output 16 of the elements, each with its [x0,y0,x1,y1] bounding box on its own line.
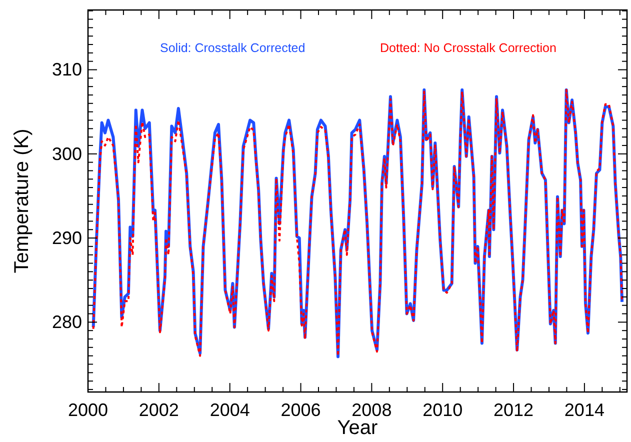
x-tick-label: 2010 [422,400,463,420]
x-tick-label: 2004 [210,400,250,420]
y-tick-label: 300 [52,144,82,164]
x-tick-label: 2002 [138,400,179,420]
y-tick-label: 310 [52,60,82,80]
x-axis-title: Year [337,417,378,439]
text: Dotted: No Crosstalk Correction [380,41,556,55]
x-tick-label: 2008 [352,400,392,420]
x-tick-label: 2014 [564,400,604,420]
x-tick-label: 2006 [280,400,321,420]
y-tick-label: 280 [52,312,82,332]
y-axis-title: Temperature (K) [11,128,33,274]
x-tick-label: 2000 [68,400,108,420]
x-tick-label: 2012 [494,400,534,420]
y-tick-label: 290 [52,228,82,248]
text: Solid: Crosstalk Corrected [160,41,306,55]
